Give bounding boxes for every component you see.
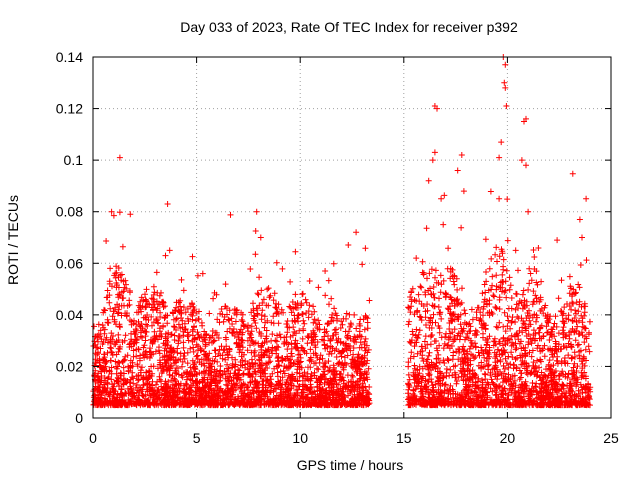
x-tick-label: 15 [396,430,412,446]
x-tick-label: 25 [603,430,619,446]
data-point [116,154,123,161]
data-point [458,152,465,158]
y-tick-label: 0 [75,410,83,426]
data-point [440,221,447,228]
data-point [257,234,264,241]
data-point [512,247,519,254]
y-tick-label: 0.1 [64,152,84,168]
data-point [525,208,532,215]
data-point [501,79,508,86]
data-point [460,188,467,195]
y-tick-label: 0.14 [56,49,83,65]
y-tick-label: 0.12 [56,101,83,117]
y-axis-label: ROTI / TECUs [5,195,21,285]
roti-noise-cloud [90,170,594,409]
y-tick-labels: 0 0.02 0.04 0.06 0.08 0.1 0.12 0.14 [56,49,83,426]
y-tick-label: 0.04 [56,307,83,323]
data-point [554,237,561,244]
x-tick-labels: 0 5 10 15 20 25 [89,430,619,446]
x-tick-label: 10 [292,430,308,446]
data-point [521,118,527,125]
data-point [438,195,445,202]
data-point [434,105,440,112]
data-point [253,208,260,215]
x-tick-label: 5 [193,430,201,446]
data-point [353,229,360,236]
data-point [166,247,173,254]
data-point [108,208,115,215]
chart-title: Day 033 of 2023, Rate Of TEC Index for r… [180,19,518,35]
y-tick-label: 0.08 [56,204,83,220]
data-point [322,268,329,274]
data-point [496,195,503,202]
data-point [496,154,503,161]
plot-frame [92,56,612,419]
data-point [503,103,510,109]
data-point [502,61,509,68]
x-tick-label: 0 [89,430,97,446]
axis-ticks [92,56,612,419]
data-point [413,255,420,262]
roti-data-points [108,54,590,277]
data-point [579,234,585,241]
data-point [498,139,505,146]
data-point [583,195,590,202]
x-tick-label: 20 [500,430,516,446]
data-point [429,157,436,164]
data-point [502,84,509,91]
data-point [127,211,134,218]
y-tick-label: 0.02 [56,358,83,374]
data-point [162,252,169,259]
x-axis-label: GPS time / hours [297,457,404,473]
data-point [454,167,461,174]
data-point [164,201,171,207]
data-point [199,270,206,277]
data-point [425,177,432,184]
y-tick-label: 0.06 [56,255,83,271]
roti-sample-cloud [90,170,594,409]
data-point [523,162,529,169]
data-point [431,149,438,156]
data-point [576,216,583,223]
data-point [518,157,525,164]
